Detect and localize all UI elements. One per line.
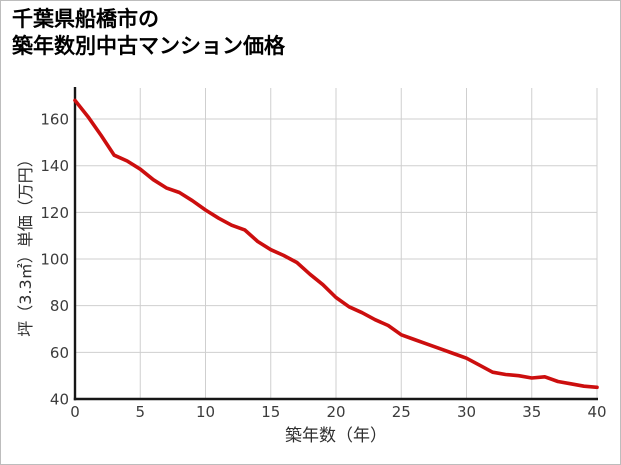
y-tick-label: 160	[40, 111, 69, 129]
y-tick-label: 60	[50, 344, 69, 362]
chart-title-line1: 千葉県船橋市の	[12, 7, 159, 31]
price-line	[73, 98, 599, 390]
x-tick-label: 20	[326, 403, 345, 421]
y-tick-label: 100	[40, 251, 69, 269]
x-tick-label: 30	[457, 403, 476, 421]
x-tick-label: 5	[135, 403, 145, 421]
chart-title-line2: 築年数別中古マンション価格	[12, 34, 285, 59]
y-axis-label: 坪（3.3㎡）単価（万円）	[16, 151, 35, 337]
x-tick-label: 40	[587, 403, 606, 421]
x-tick-label: 15	[261, 403, 280, 421]
y-tick-label: 140	[40, 157, 69, 175]
chart-title: 千葉県船橋市の 築年数別中古マンション価格	[12, 6, 285, 61]
x-tick-label: 25	[392, 403, 411, 421]
x-tick-label: 35	[522, 403, 541, 421]
y-tick-label: 40	[50, 391, 69, 409]
x-tick-label: 10	[196, 403, 215, 421]
y-tick-label: 120	[40, 204, 69, 222]
x-tick-label: 0	[70, 403, 80, 421]
x-axis-label: 築年数（年）	[285, 426, 387, 446]
y-tick-label: 80	[50, 297, 69, 315]
